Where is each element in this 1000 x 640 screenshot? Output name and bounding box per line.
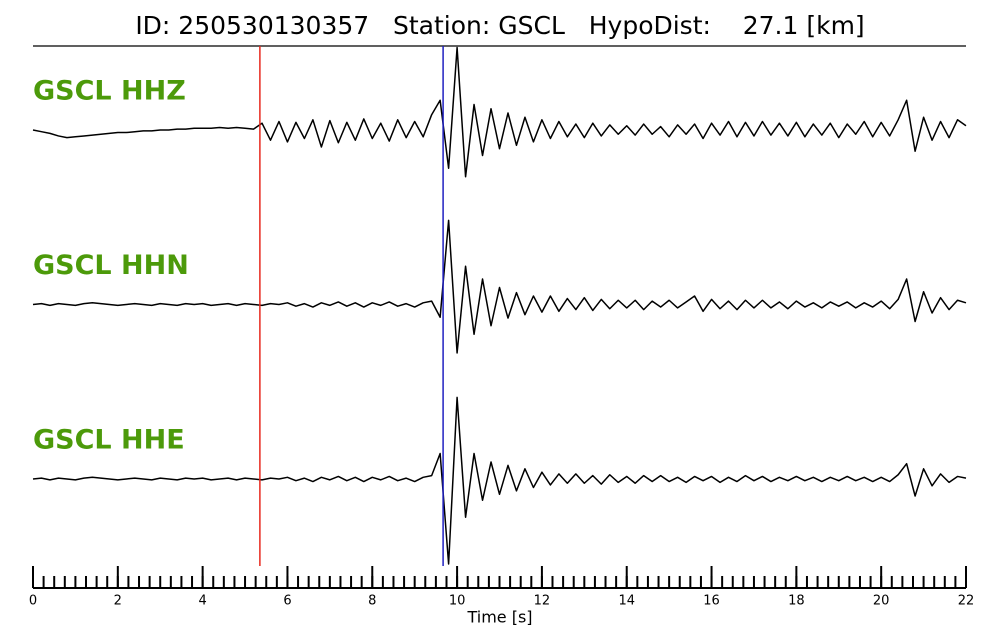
trace (32, 46, 967, 178)
x-tick-label: 8 (368, 594, 376, 609)
trace-label: GSCL HHZ (33, 76, 186, 107)
x-tick-label: 18 (788, 594, 805, 609)
trace (32, 396, 967, 565)
x-tick-label: 14 (618, 594, 635, 609)
x-tick-label: 20 (873, 594, 890, 609)
x-tick-label: 22 (958, 594, 975, 609)
x-tick-label: 0 (29, 594, 37, 609)
x-tick-label: 16 (703, 594, 720, 609)
x-tick-label: 12 (534, 594, 551, 609)
x-tick-label: 4 (198, 594, 206, 609)
x-tick-label: 6 (283, 594, 291, 609)
x-tick-label: 2 (114, 594, 122, 609)
x-axis-label: Time [s] (466, 608, 532, 627)
trace (32, 219, 967, 354)
trace-label: GSCL HHE (33, 425, 185, 456)
x-tick-label: 10 (449, 594, 466, 609)
trace-label: GSCL HHN (33, 250, 189, 281)
chart-title: ID: 250530130357 Station: GSCL HypoDist:… (135, 11, 864, 40)
